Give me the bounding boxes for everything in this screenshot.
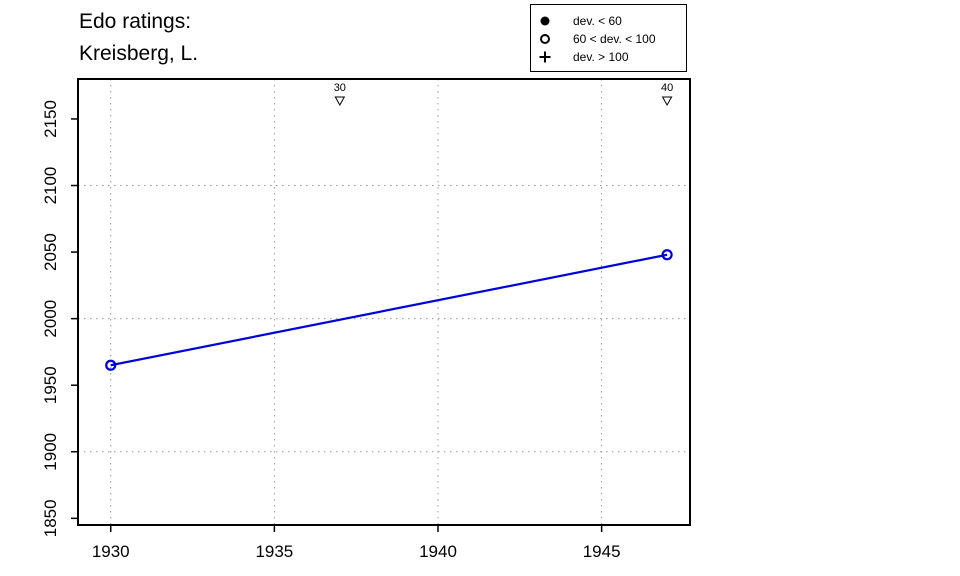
down-triangle-icon bbox=[334, 96, 346, 107]
y-tick-label: 1950 bbox=[41, 366, 60, 404]
annotation-label: 30 bbox=[334, 82, 346, 94]
legend-item-high-deviation: dev. > 100 bbox=[531, 49, 686, 65]
legend-label: 60 < dev. < 100 bbox=[573, 32, 656, 46]
series-line bbox=[110, 253, 668, 367]
filled-circle-icon bbox=[540, 16, 550, 26]
x-tick-label: 1935 bbox=[255, 542, 293, 561]
legend: dev. < 60 60 < dev. < 100 dev. > 100 bbox=[530, 4, 687, 72]
open-circle-icon bbox=[540, 34, 550, 44]
legend-item-low-deviation: dev. < 60 bbox=[531, 13, 686, 29]
chart-title-line-2: Kreisberg, L. bbox=[79, 42, 199, 65]
plot-frame bbox=[77, 78, 691, 526]
y-tick-label: 1850 bbox=[41, 499, 60, 537]
y-tick-label: 2100 bbox=[41, 167, 60, 205]
legend-label: dev. < 60 bbox=[573, 14, 622, 28]
legend-label: dev. > 100 bbox=[573, 50, 629, 64]
legend-item-mid-deviation: 60 < dev. < 100 bbox=[531, 31, 686, 47]
x-tick-label: 1945 bbox=[583, 542, 621, 561]
y-tick-label: 2000 bbox=[41, 300, 60, 338]
x-tick-label: 1930 bbox=[92, 542, 130, 561]
x-tick-label: 1940 bbox=[419, 542, 457, 561]
data-point bbox=[105, 359, 117, 371]
down-triangle-icon bbox=[661, 96, 673, 107]
chart-title-line-1: Edo ratings: bbox=[79, 10, 192, 33]
y-tick-label: 1900 bbox=[41, 433, 60, 471]
annotation-label: 40 bbox=[661, 82, 673, 94]
data-point bbox=[661, 249, 673, 261]
y-tick-label: 2150 bbox=[41, 100, 60, 138]
y-tick-label: 2050 bbox=[41, 233, 60, 271]
plus-icon bbox=[539, 51, 551, 63]
